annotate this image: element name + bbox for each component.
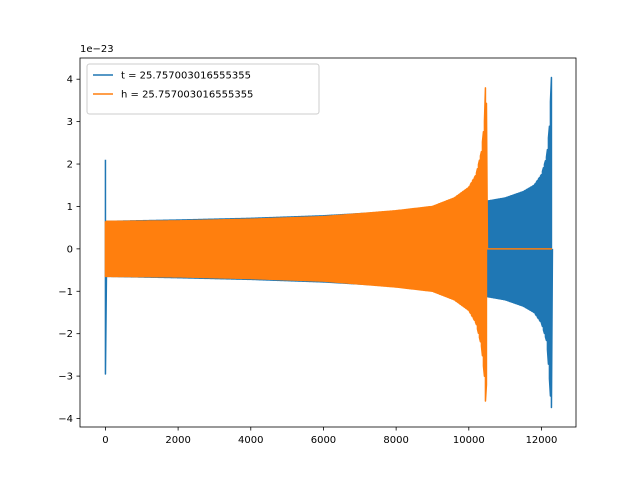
y-tick-label: −2 xyxy=(58,329,73,340)
y-tick-label: 0 xyxy=(67,244,73,255)
y-tick-label: −3 xyxy=(58,372,73,383)
y-tick-label: 3 xyxy=(67,117,73,128)
x-tick-label: 0 xyxy=(102,435,108,446)
legend-box xyxy=(86,63,320,115)
x-tick-label: 2000 xyxy=(165,435,190,446)
y-tick-label: 2 xyxy=(67,160,73,171)
series-path-1 xyxy=(104,87,489,402)
x-tick-label: 6000 xyxy=(311,435,336,446)
legend-label: t = 25.757003016555355 xyxy=(121,71,251,82)
axes: 0 2000 4000 6000 8000 10000 12000 −4 −3 −2 −1 0 1 2 3 4 xyxy=(58,57,577,446)
legend-label: h = 25.757003016555355 xyxy=(121,90,253,101)
y-tick-label: 4 xyxy=(67,75,73,86)
plot-area xyxy=(104,76,554,409)
y-tick-label: −4 xyxy=(58,414,73,425)
x-tick-label: 12000 xyxy=(526,435,558,446)
legend: t = 25.757003016555355 h = 25.75700301655… xyxy=(86,63,320,115)
axes-frame xyxy=(79,57,577,428)
y-tick-label: −1 xyxy=(58,287,73,298)
x-tick-label: 4000 xyxy=(238,435,263,446)
x-tick-label: 10000 xyxy=(453,435,485,446)
y-tick-label: 1 xyxy=(67,202,73,213)
y-offset-text: 1e−23 xyxy=(80,44,114,55)
x-tick-label: 8000 xyxy=(383,435,408,446)
series-line-1 xyxy=(104,87,553,402)
